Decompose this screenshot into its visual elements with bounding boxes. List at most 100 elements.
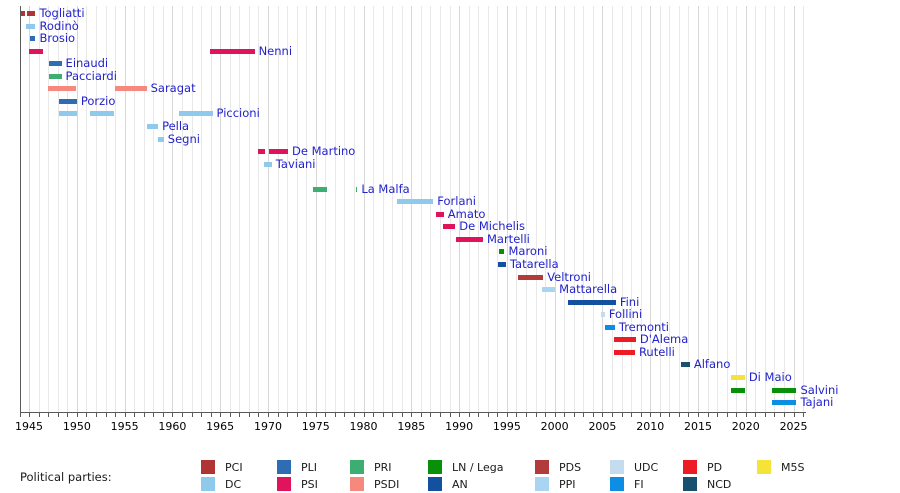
person-label[interactable]: Veltroni (547, 269, 591, 284)
grid-line-2021 (755, 6, 757, 412)
axis-year-label: 2010 (636, 420, 665, 433)
term-bar (258, 149, 266, 155)
legend-label-UDC: UDC (634, 461, 659, 474)
axis-tick-2008 (631, 413, 633, 417)
axis-tick-1997 (525, 413, 527, 417)
term-bar (731, 387, 745, 393)
term-bar (498, 262, 506, 267)
term-bar (26, 23, 36, 29)
legend-label-NCD: NCD (707, 478, 732, 491)
person-label[interactable]: Di Maio (748, 369, 792, 384)
term-bar (27, 11, 36, 16)
legend-swatch-M5S (757, 460, 771, 474)
axis-year-label: 1990 (445, 420, 474, 433)
person-label[interactable]: Saragat (150, 81, 196, 96)
axis-tick-1973 (296, 413, 298, 417)
person-label[interactable]: Forlani (437, 194, 476, 209)
axis-tick-1994 (497, 413, 499, 417)
axis-tick-1954 (115, 413, 117, 417)
axis-year-label: 1975 (301, 420, 330, 433)
person-label[interactable]: Mattarella (559, 282, 618, 297)
person-label[interactable]: Salvini (800, 382, 839, 397)
grid-line-2024 (784, 6, 786, 412)
person-label[interactable]: Tatarella (509, 257, 559, 271)
person-label[interactable]: Tremonti (618, 319, 669, 334)
person-label[interactable]: Pacciardi (65, 68, 117, 83)
person-label[interactable]: Maroni (508, 244, 548, 259)
person-label[interactable]: Piccioni (216, 106, 260, 121)
person-label[interactable]: Pella (162, 118, 190, 133)
legend-label-PCI: PCI (225, 461, 243, 474)
person-label[interactable]: Nenni (258, 43, 293, 58)
legend-swatch-PDS (535, 460, 549, 474)
term-bar (268, 149, 289, 155)
grid-line-2009 (640, 6, 642, 412)
person-label[interactable]: Brosio (39, 31, 76, 46)
legend-heading: Political parties: (20, 470, 112, 484)
person-label[interactable]: Follini (608, 307, 643, 322)
grid-line-1971 (277, 6, 279, 412)
axis-tick-2014 (688, 413, 690, 417)
person-label[interactable]: Tajani (800, 395, 834, 410)
axis-tick-1981 (373, 413, 375, 417)
person-label[interactable]: Taviani (275, 156, 316, 171)
axis-tick-1963 (201, 413, 203, 417)
grid-line-1992 (478, 6, 480, 412)
grid-line-1973 (296, 6, 298, 412)
axis-tick-2013 (678, 413, 680, 417)
grid-line-2012 (669, 6, 671, 412)
grid-line-1978 (344, 6, 346, 412)
person-label[interactable]: Porzio (80, 93, 116, 108)
grid-line-1964 (210, 6, 212, 412)
legend-label-PRI: PRI (374, 461, 392, 474)
grid-line-1956 (134, 6, 136, 412)
term-bar (731, 374, 745, 380)
axis-tick-1951 (86, 413, 88, 417)
axis-tick-1960 (172, 413, 174, 417)
axis-tick-2022 (764, 413, 766, 417)
axis-year-label: 2000 (540, 420, 569, 433)
legend-label-PD: PD (707, 461, 723, 474)
person-label[interactable]: Togliatti (39, 6, 85, 20)
axis-tick-1967 (239, 413, 241, 417)
person-label[interactable]: De Michelis (459, 219, 526, 234)
axis-tick-1976 (325, 413, 327, 417)
person-label[interactable]: De Martino (292, 144, 356, 159)
grid-line-2008 (631, 6, 633, 412)
axis-tick-1958 (153, 413, 155, 417)
grid-line-1966 (229, 6, 231, 412)
axis-tick-1987 (430, 413, 432, 417)
term-bar (58, 98, 77, 104)
person-label[interactable]: Segni (167, 131, 200, 146)
axis-year-label: 1955 (110, 420, 139, 433)
legend-swatch-PLI (277, 460, 291, 474)
person-label[interactable]: D'Alema (639, 332, 689, 347)
term-bar (499, 249, 505, 255)
grid-line-2019 (736, 6, 738, 412)
legend-swatch-AN (428, 477, 442, 491)
person-label[interactable]: La Malfa (361, 181, 410, 196)
axis-tick-1972 (287, 413, 289, 417)
axis-tick-2009 (640, 413, 642, 417)
person-label[interactable]: Einaudi (65, 56, 109, 71)
grid-line-1990 (459, 6, 461, 412)
axis-tick-2018 (726, 413, 728, 417)
grid-line-1997 (525, 6, 527, 412)
person-label[interactable]: Martelli (486, 231, 530, 246)
axis-tick-1961 (181, 413, 183, 417)
person-label[interactable]: Amato (447, 206, 486, 221)
person-label[interactable]: Rodinò (39, 18, 79, 33)
grid-line-2023 (774, 6, 776, 412)
grid-line-2003 (583, 6, 585, 412)
person-label[interactable]: Rutelli (638, 344, 675, 359)
legend-swatch-LN (428, 460, 442, 474)
grid-line-1993 (487, 6, 489, 412)
grid-line-1984 (401, 6, 403, 412)
person-label[interactable]: Fini (619, 294, 640, 309)
person-label[interactable]: Alfano (693, 357, 731, 372)
grid-line-2007 (621, 6, 623, 412)
legend-label-M5S: M5S (781, 461, 805, 474)
legend-label-AN: AN (452, 478, 468, 491)
grid-line-2016 (707, 6, 709, 412)
grid-line-2005 (602, 6, 604, 412)
